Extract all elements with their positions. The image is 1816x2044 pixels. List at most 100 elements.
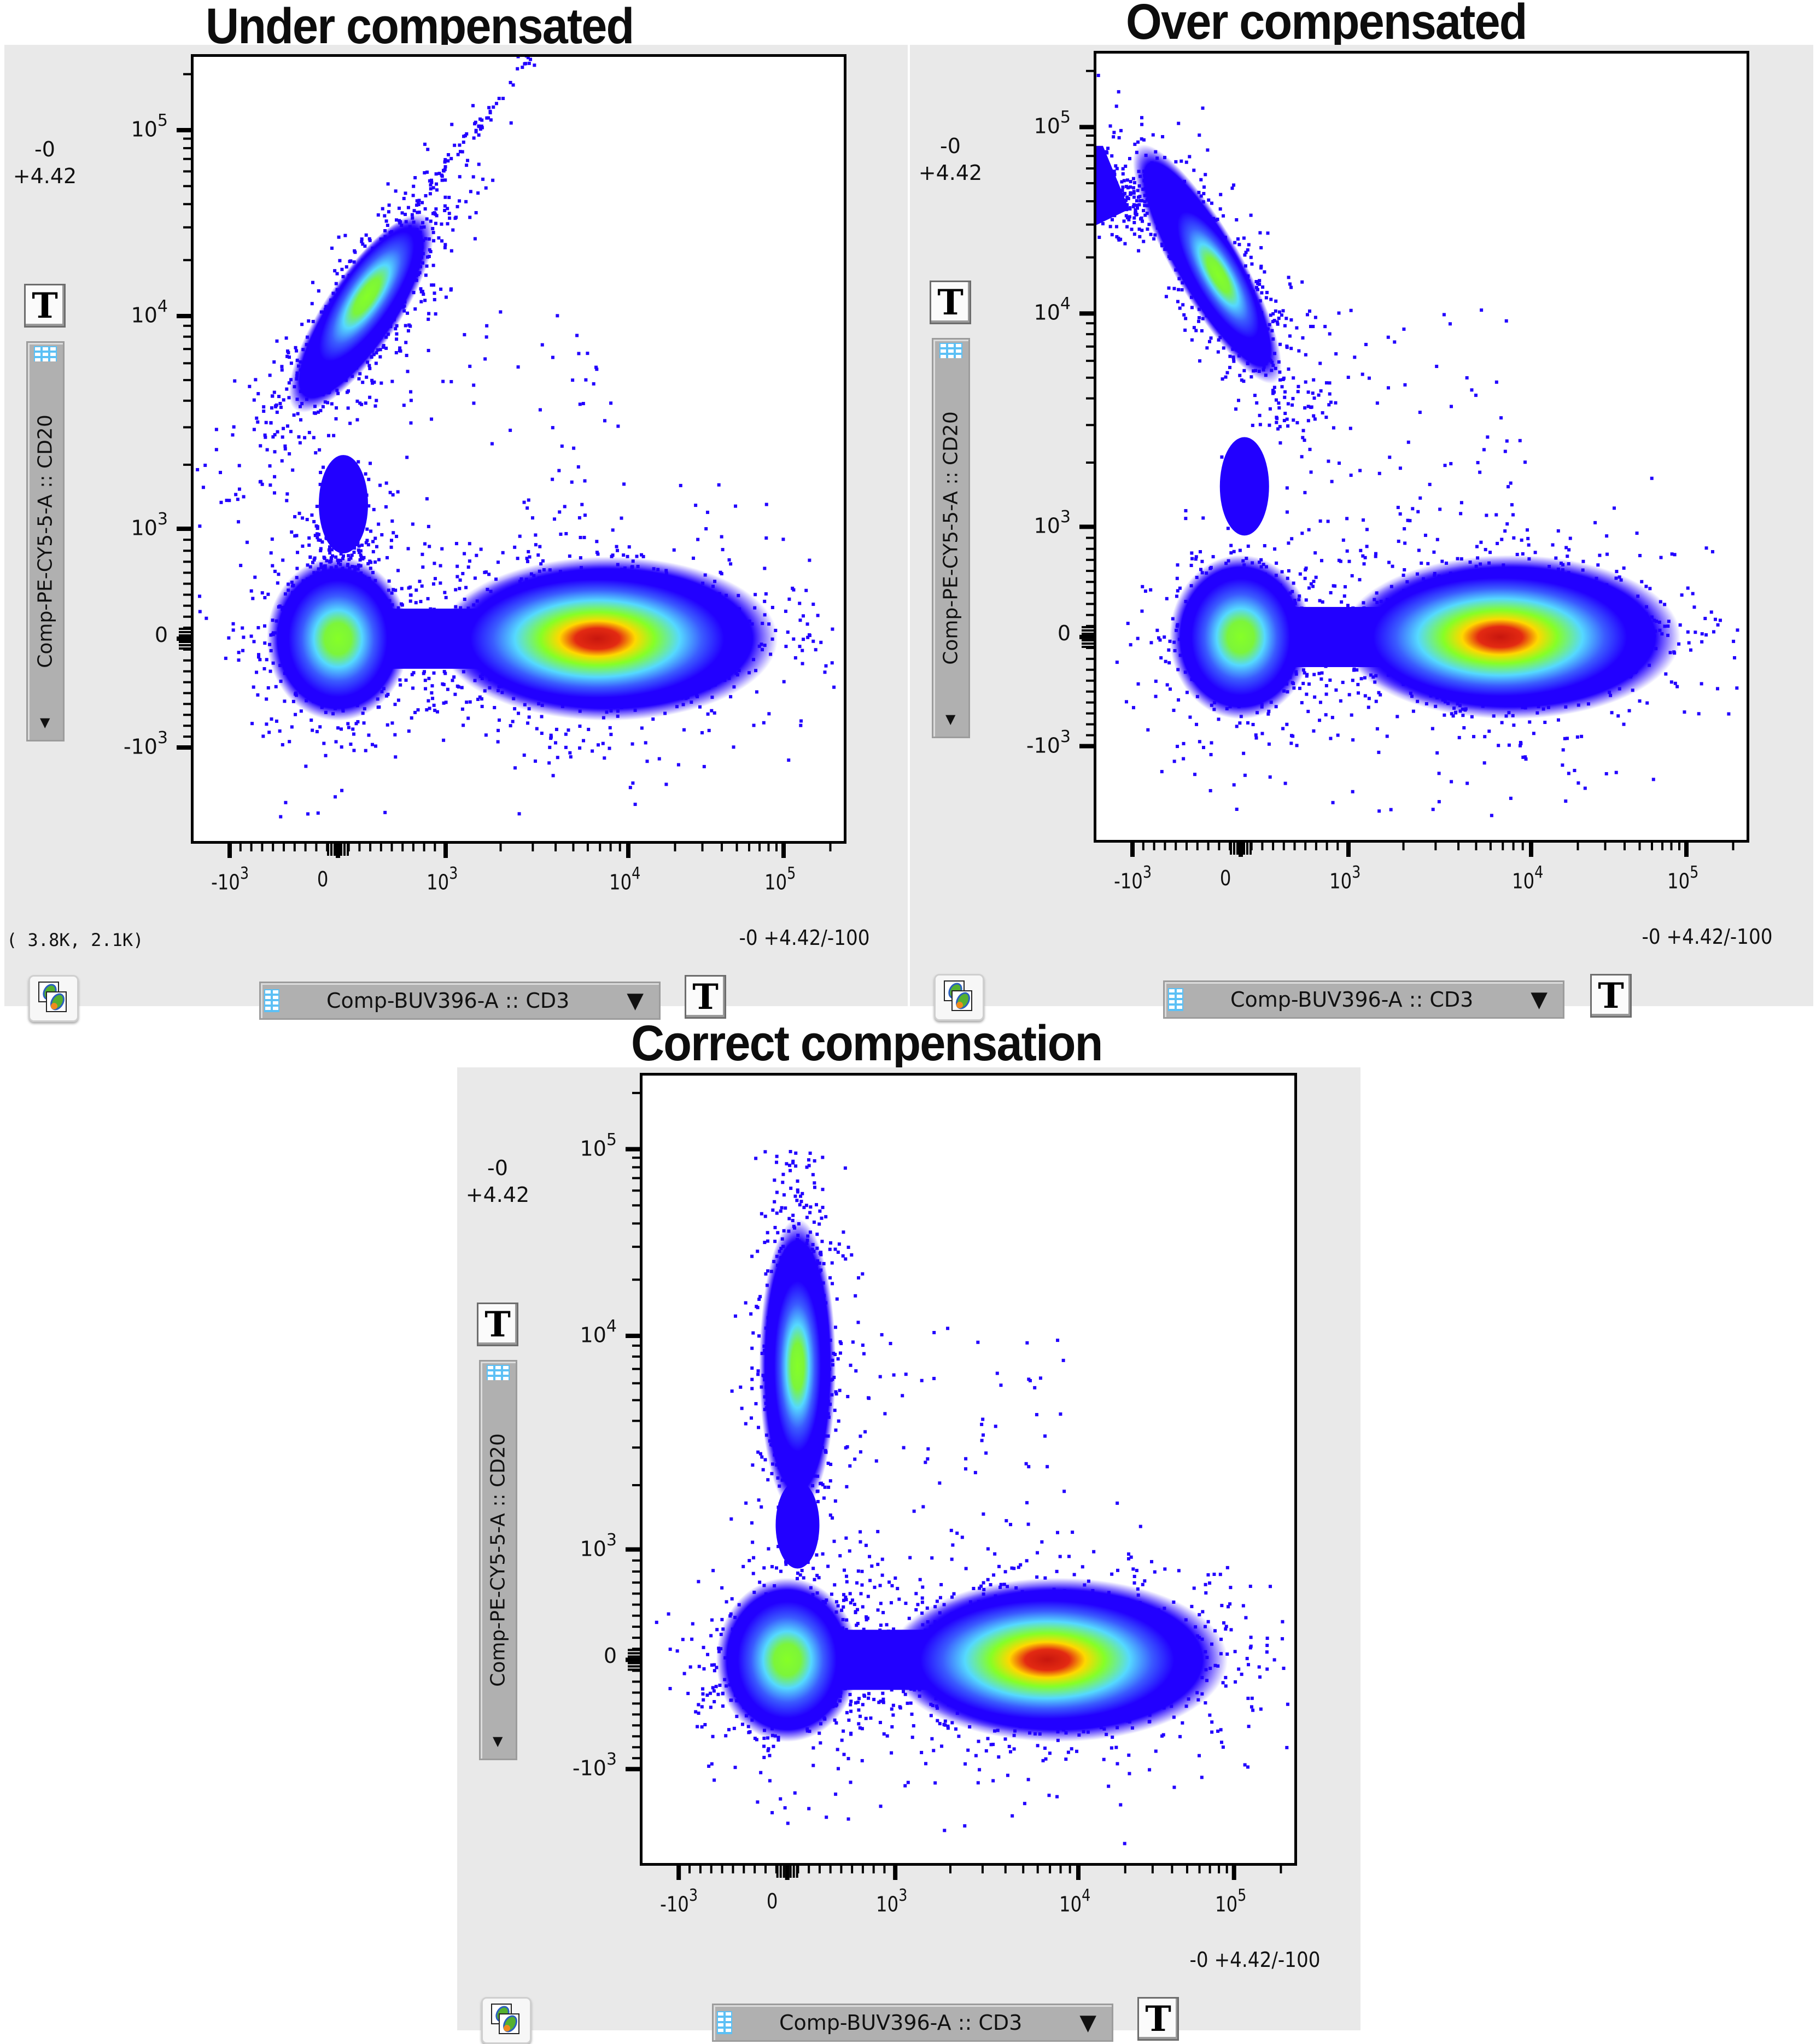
cursor-coordinate-readout: ( 3.8K, 2.1K) [7, 930, 143, 950]
x-parameter-label: Comp-BUV396-A :: CD3 [1230, 988, 1473, 1012]
x-tick-base: -10 [211, 871, 240, 895]
x-axis-transform-button[interactable]: T [685, 975, 726, 1019]
x-tick-label: -103 [660, 1891, 698, 1915]
y-tick-exponent: 5 [1060, 108, 1071, 127]
y-tick-exponent: 3 [1060, 507, 1071, 527]
x-tick-base: 0 [766, 1889, 778, 1913]
y-tick-exponent: 3 [606, 1531, 617, 1550]
layout-editor-icon[interactable] [934, 974, 984, 1021]
x-parameter-label: Comp-BUV396-A :: CD3 [779, 2011, 1022, 2035]
y-tick-base: 10 [1034, 514, 1060, 538]
chevron-down-icon: ▼ [1531, 987, 1548, 1012]
x-tick-label: -103 [1114, 868, 1152, 892]
x-axis-scale-text: -0 +4.42/-100 [739, 926, 869, 950]
y-tick-base: 10 [1034, 301, 1060, 325]
x-axis-transform-button[interactable]: T [1590, 974, 1632, 1018]
parameter-grid-icon [264, 989, 279, 1012]
y-tick-base: 10 [580, 1323, 606, 1347]
x-tick-exponent: 4 [1082, 1886, 1090, 1905]
y-tick-base: -10 [1026, 733, 1060, 757]
x-tick-label: 105 [764, 869, 796, 893]
x-tick-base: 10 [1215, 1893, 1237, 1917]
x-tick-label: 105 [1667, 868, 1698, 892]
x-tick-label: 0 [766, 1891, 778, 1912]
x-tick-label: 104 [609, 869, 640, 893]
y-tick-base: 10 [580, 1537, 606, 1561]
x-tick-label: 105 [1215, 1891, 1246, 1915]
y-tick-exponent: 4 [157, 297, 168, 316]
x-tick-label: 0 [317, 869, 329, 890]
y-tick-label: 103 [580, 1535, 617, 1560]
chevron-down-icon: ▼ [627, 988, 644, 1013]
x-tick-exponent: 3 [1352, 863, 1360, 882]
layout-editor-icon[interactable] [481, 1997, 532, 2044]
y-tick-label: 103 [1034, 512, 1071, 536]
x-tick-base: 10 [876, 1893, 898, 1917]
x-parameter-label: Comp-BUV396-A :: CD3 [326, 989, 569, 1013]
title-correct-compensation: Correct compensation [631, 1018, 1102, 1068]
y-tick-label: -103 [1026, 732, 1071, 756]
layout-editor-icon[interactable] [28, 975, 79, 1022]
y-tick-base: 10 [131, 303, 157, 328]
x-tick-label: 103 [876, 1891, 907, 1915]
x-tick-label: 103 [1329, 868, 1360, 892]
x-parameter-dropdown[interactable]: Comp-BUV396-A :: CD3 ▼ [1163, 980, 1564, 1019]
x-tick-base: 0 [1220, 866, 1231, 890]
y-tick-label: -103 [124, 733, 168, 757]
parameter-grid-icon [717, 2011, 732, 2034]
x-axis-scale-text: -0 +4.42/-100 [1642, 925, 1772, 949]
parameter-grid-icon [1168, 988, 1183, 1011]
x-tick-label: 104 [1059, 1891, 1090, 1915]
y-tick-exponent: 5 [606, 1130, 617, 1149]
y-tick-label: 104 [1034, 299, 1071, 323]
x-tick-base: 10 [764, 871, 787, 895]
y-tick-label: 0 [155, 624, 168, 645]
x-tick-exponent: 3 [1143, 863, 1152, 882]
x-tick-base: -10 [1114, 869, 1143, 893]
x-tick-base: 10 [1059, 1893, 1082, 1917]
y-tick-base: 0 [155, 623, 168, 647]
x-tick-exponent: 5 [1237, 1886, 1246, 1905]
y-tick-label: 105 [131, 116, 168, 140]
x-tick-base: 0 [317, 867, 329, 891]
x-tick-exponent: 4 [632, 864, 640, 883]
x-tick-exponent: 3 [240, 864, 249, 883]
x-tick-exponent: 5 [1690, 863, 1698, 882]
x-tick-exponent: 3 [449, 864, 458, 883]
y-tick-exponent: 4 [1060, 294, 1071, 313]
y-tick-exponent: 3 [157, 510, 168, 529]
x-tick-base: 10 [609, 871, 632, 895]
y-tick-base: 10 [1034, 114, 1060, 138]
y-tick-base: -10 [573, 1756, 606, 1780]
y-tick-base: 0 [604, 1644, 617, 1668]
y-tick-exponent: 3 [157, 728, 168, 747]
y-tick-label: 0 [1058, 623, 1071, 644]
x-tick-exponent: 4 [1534, 863, 1543, 882]
y-tick-label: 103 [131, 515, 168, 539]
y-tick-label: 0 [604, 1645, 617, 1666]
x-parameter-dropdown[interactable]: Comp-BUV396-A :: CD3 ▼ [712, 2004, 1113, 2042]
y-tick-base: 10 [580, 1136, 606, 1160]
x-tick-base: 10 [1512, 869, 1534, 893]
x-tick-exponent: 3 [689, 1886, 698, 1905]
y-tick-exponent: 5 [157, 111, 168, 130]
x-tick-label: 104 [1512, 868, 1543, 892]
x-parameter-dropdown[interactable]: Comp-BUV396-A :: CD3 ▼ [259, 982, 661, 1020]
y-tick-exponent: 3 [606, 1750, 617, 1769]
chevron-down-icon: ▼ [1079, 2010, 1096, 2035]
x-tick-exponent: 5 [787, 864, 796, 883]
y-tick-label: 104 [131, 302, 168, 326]
y-tick-base: 0 [1058, 621, 1071, 645]
y-tick-exponent: 4 [606, 1317, 617, 1336]
x-tick-base: 10 [1667, 869, 1690, 893]
x-axis-transform-button[interactable]: T [1137, 1997, 1179, 2041]
y-tick-base: 10 [131, 516, 157, 540]
x-tick-base: 10 [427, 871, 449, 895]
y-tick-label: 105 [1034, 113, 1071, 137]
x-tick-base: -10 [660, 1893, 689, 1917]
y-tick-label: 105 [580, 1135, 617, 1159]
title-over-compensated: Over compensated [1126, 0, 1527, 47]
